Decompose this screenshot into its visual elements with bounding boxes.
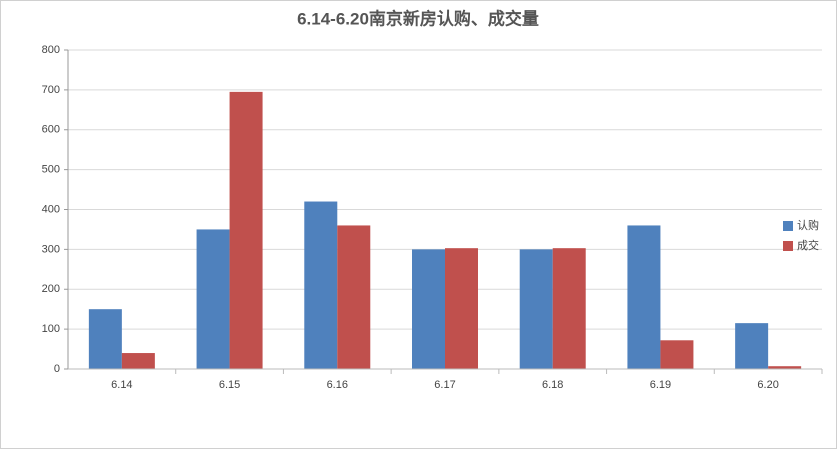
x-tick-label: 6.20 — [757, 379, 778, 391]
bar — [337, 225, 371, 369]
bar — [121, 353, 155, 369]
bar — [304, 201, 338, 369]
legend-label: 成交 — [797, 238, 819, 252]
bar — [445, 248, 478, 369]
bar — [88, 309, 122, 369]
y-tick-label: 700 — [42, 84, 60, 96]
y-tick-label: 0 — [54, 363, 60, 375]
bar — [768, 366, 802, 369]
x-tick-label: 6.18 — [542, 379, 563, 391]
bar — [552, 248, 586, 369]
y-tick-label: 600 — [42, 124, 60, 136]
legend-swatch — [783, 241, 793, 251]
bar — [196, 229, 230, 369]
bar — [519, 249, 553, 369]
chart-title: 6.14-6.20南京新房认购、成交量 — [297, 8, 539, 28]
x-tick-label: 6.14 — [111, 379, 132, 391]
x-tick-label: 6.16 — [327, 379, 348, 391]
legend-label: 认购 — [797, 218, 819, 232]
bar — [627, 225, 661, 369]
bar — [229, 91, 263, 370]
bar — [735, 323, 769, 369]
x-tick-label: 6.15 — [219, 379, 240, 391]
bar — [660, 340, 694, 369]
y-tick-label: 100 — [42, 323, 60, 335]
legend-swatch — [783, 221, 793, 231]
y-tick-label: 800 — [42, 44, 60, 56]
y-tick-label: 200 — [42, 283, 60, 295]
bar — [412, 249, 445, 369]
y-tick-label: 500 — [42, 164, 60, 176]
x-tick-label: 6.17 — [434, 379, 455, 391]
y-tick-label: 300 — [42, 243, 60, 255]
x-tick-label: 6.19 — [650, 379, 671, 391]
y-tick-label: 400 — [42, 203, 60, 215]
